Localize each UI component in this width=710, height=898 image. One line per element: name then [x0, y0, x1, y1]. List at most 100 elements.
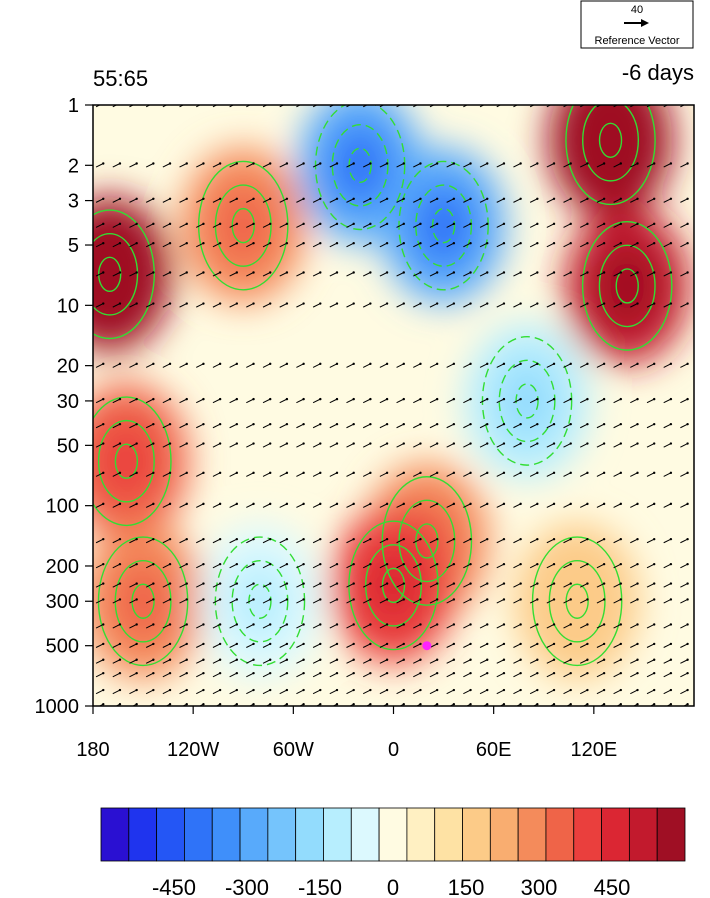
wind-vector	[596, 688, 606, 695]
wind-vector	[513, 105, 519, 108]
wind-vector	[229, 623, 239, 629]
wind-vector	[596, 671, 606, 678]
colorbar-label: 150	[448, 875, 485, 898]
wind-vector	[162, 271, 172, 277]
wind-vector	[596, 397, 606, 404]
wind-vector	[646, 688, 656, 695]
wind-vector	[563, 271, 572, 277]
wind-vector	[646, 471, 656, 477]
wind-vector	[362, 197, 372, 203]
wind-vector	[680, 397, 689, 404]
wind-vector	[329, 671, 339, 678]
wind-vector	[613, 623, 623, 629]
wind-vector	[296, 671, 305, 678]
wind-vector	[563, 642, 572, 648]
wind-vector	[296, 397, 305, 404]
wind-vector	[513, 302, 522, 308]
wind-vector	[463, 582, 472, 588]
wind-vector	[529, 271, 539, 277]
contour-line	[197, 160, 289, 291]
wind-vector	[212, 162, 222, 168]
wind-vector	[630, 442, 639, 448]
wind-vector	[579, 598, 589, 604]
wind-vector	[513, 422, 522, 429]
wind-vector	[415, 703, 422, 706]
wind-vector	[513, 642, 522, 648]
wind-vector	[680, 442, 689, 448]
wind-vector	[579, 658, 589, 664]
wind-vector	[196, 537, 205, 544]
wind-vector	[630, 197, 639, 203]
wind-vector	[563, 582, 572, 588]
wind-vector	[663, 671, 673, 678]
wind-vector	[246, 197, 255, 203]
wind-vector	[546, 271, 556, 277]
wind-vector	[196, 671, 205, 678]
wind-vector	[479, 502, 489, 508]
wind-vector	[413, 162, 422, 168]
wind-vector	[279, 105, 285, 108]
wind-vector	[332, 703, 339, 706]
contour-line	[398, 160, 489, 291]
wind-vector	[479, 442, 489, 448]
wind-vector	[95, 623, 105, 629]
wind-vector	[279, 442, 289, 448]
wind-vector	[246, 562, 255, 569]
wind-vector	[429, 623, 439, 629]
wind-vector	[362, 502, 372, 508]
wind-vector	[162, 671, 172, 678]
wind-vector	[463, 471, 472, 477]
wind-vector	[663, 222, 673, 228]
wind-vector	[496, 471, 506, 477]
wind-vector	[630, 598, 639, 604]
wind-vector	[549, 703, 556, 706]
wind-vector	[162, 582, 172, 588]
wind-vector	[145, 422, 155, 429]
contour-line	[93, 396, 172, 527]
wind-vector	[179, 162, 188, 168]
wind-vector	[162, 197, 172, 203]
wind-vector	[563, 242, 572, 248]
wind-vector	[680, 502, 689, 508]
wind-vector	[329, 582, 339, 588]
wind-vector	[579, 242, 589, 248]
wind-vector	[379, 688, 389, 695]
wind-vector	[196, 222, 205, 228]
wind-vector	[196, 471, 205, 477]
wind-vector	[513, 397, 522, 404]
wind-vector	[112, 502, 122, 508]
wind-vector	[95, 471, 105, 477]
wind-vector	[162, 562, 172, 569]
wind-vector	[496, 197, 506, 203]
wind-vector	[362, 537, 372, 544]
wind-vector	[212, 671, 222, 678]
wind-vector	[145, 397, 155, 404]
wind-vector	[465, 703, 472, 706]
wind-vector	[129, 162, 138, 168]
wind-vector	[362, 658, 372, 664]
wind-vector	[463, 671, 472, 678]
wind-vector	[596, 222, 606, 228]
wind-vector	[179, 582, 188, 588]
wind-vector	[346, 442, 355, 448]
wind-vector	[646, 302, 656, 308]
colorbar-label: 450	[594, 875, 631, 898]
wind-vector	[246, 397, 255, 404]
wind-vector	[362, 598, 372, 604]
wind-vector	[179, 688, 188, 695]
wind-vector	[496, 397, 506, 404]
wind-vector	[379, 623, 389, 629]
wind-vector	[446, 271, 456, 277]
wind-vector	[429, 242, 439, 248]
wind-vector	[446, 105, 452, 108]
wind-vector	[413, 197, 422, 203]
wind-vector	[513, 562, 522, 569]
wind-vector	[262, 502, 272, 508]
contour-line	[498, 359, 556, 443]
wind-vector	[529, 162, 539, 168]
wind-vector	[279, 242, 289, 248]
wind-vector	[666, 703, 673, 706]
wind-vector	[680, 562, 689, 569]
wind-vector	[680, 582, 689, 588]
wind-vector	[563, 598, 572, 604]
